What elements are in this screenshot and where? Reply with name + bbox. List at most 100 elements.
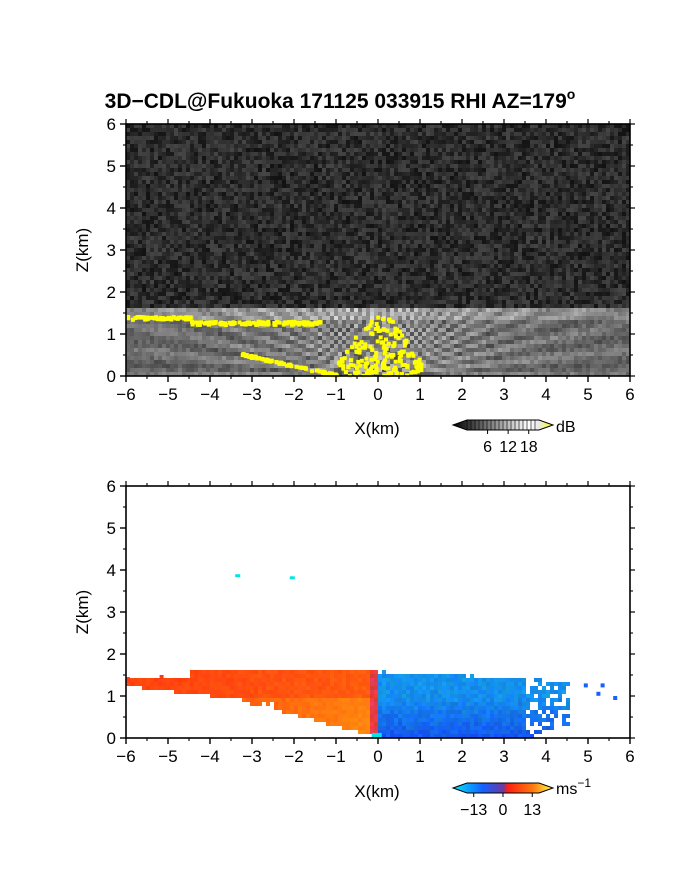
intensity-cell [382,228,386,232]
intensity-cell [482,164,486,168]
intensity-cell [190,184,194,188]
intensity-cell [486,196,490,200]
intensity-cell [462,240,466,244]
intensity-cell [330,128,334,132]
intensity-cell [134,200,138,204]
intensity-cell [490,216,494,220]
intensity-cell [338,252,342,256]
intensity-cell [486,216,490,220]
intensity-cell [342,140,346,144]
intensity-cell [194,148,198,152]
intensity-cell [166,132,170,136]
intensity-cell [310,140,314,144]
intensity-cell [578,168,582,172]
intensity-cell [162,260,166,264]
intensity-cell [370,276,374,280]
intensity-cell [530,136,534,140]
intensity-cell [374,176,378,180]
intensity-cell [526,212,530,216]
intensity-cell [286,252,290,256]
intensity-cell [406,152,410,156]
intensity-cell [238,220,242,224]
intensity-cell [526,244,530,248]
intensity-cell [246,224,250,228]
intensity-cell [554,232,558,236]
intensity-cell [610,228,614,232]
intensity-cell [150,268,154,272]
intensity-cell [402,180,406,184]
intensity-cell [258,248,262,252]
intensity-cell [290,132,294,136]
intensity-cell [366,272,370,276]
intensity-cell [258,160,262,164]
intensity-cell [510,228,514,232]
intensity-cell [258,268,262,272]
intensity-cell [410,160,414,164]
intensity-cell [506,196,510,200]
intensity-cell [566,228,570,232]
intensity-cell [486,188,490,192]
intensity-cell [174,236,178,240]
intensity-cell [210,176,214,180]
intensity-cell [514,220,518,224]
intensity-cell [418,148,422,152]
intensity-cell [558,148,562,152]
intensity-cell [466,164,470,168]
intensity-cell [586,212,590,216]
intensity-cell [394,248,398,252]
intensity-cell [474,172,478,176]
intensity-cell [458,248,462,252]
intensity-cell [590,204,594,208]
intensity-cell [410,228,414,232]
intensity-cell [254,228,258,232]
intensity-cell [606,240,610,244]
intensity-cell [382,256,386,260]
intensity-cell [254,276,258,280]
intensity-cell [474,156,478,160]
intensity-cell [350,148,354,152]
intensity-cell [126,268,130,272]
intensity-cell [382,260,386,264]
intensity-cell [530,268,534,272]
intensity-cell [142,188,146,192]
intensity-cell [598,124,602,128]
intensity-cell [550,220,554,224]
intensity-cell [394,156,398,160]
intensity-cell [454,276,458,280]
intensity-cell [382,184,386,188]
intensity-cell [314,172,318,176]
intensity-cell [346,160,350,164]
intensity-cell [262,180,266,184]
intensity-cell [306,272,310,276]
intensity-cell [266,152,270,156]
intensity-cell [422,224,426,228]
intensity-cell [266,248,270,252]
intensity-cell [218,144,222,148]
intensity-cell [358,252,362,256]
intensity-cell [534,240,538,244]
intensity-cell [390,208,394,212]
intensity-cell [394,132,398,136]
intensity-cell [286,204,290,208]
intensity-cell [450,168,454,172]
intensity-cell [170,280,174,284]
intensity-cell [218,128,222,132]
intensity-cell [518,268,522,272]
intensity-cell [490,136,494,140]
intensity-cell [602,184,606,188]
intensity-cell [478,136,482,140]
intensity-cell [622,172,626,176]
intensity-cell [162,264,166,268]
intensity-cell [426,244,430,248]
intensity-cell [150,280,154,284]
intensity-cell [542,160,546,164]
intensity-cell [442,220,446,224]
intensity-cell [534,184,538,188]
intensity-cell [142,276,146,280]
intensity-cell [498,184,502,188]
intensity-cell [470,256,474,260]
intensity-cell [382,164,386,168]
intensity-cell [194,252,198,256]
intensity-cell [622,152,626,156]
intensity-cell [550,228,554,232]
